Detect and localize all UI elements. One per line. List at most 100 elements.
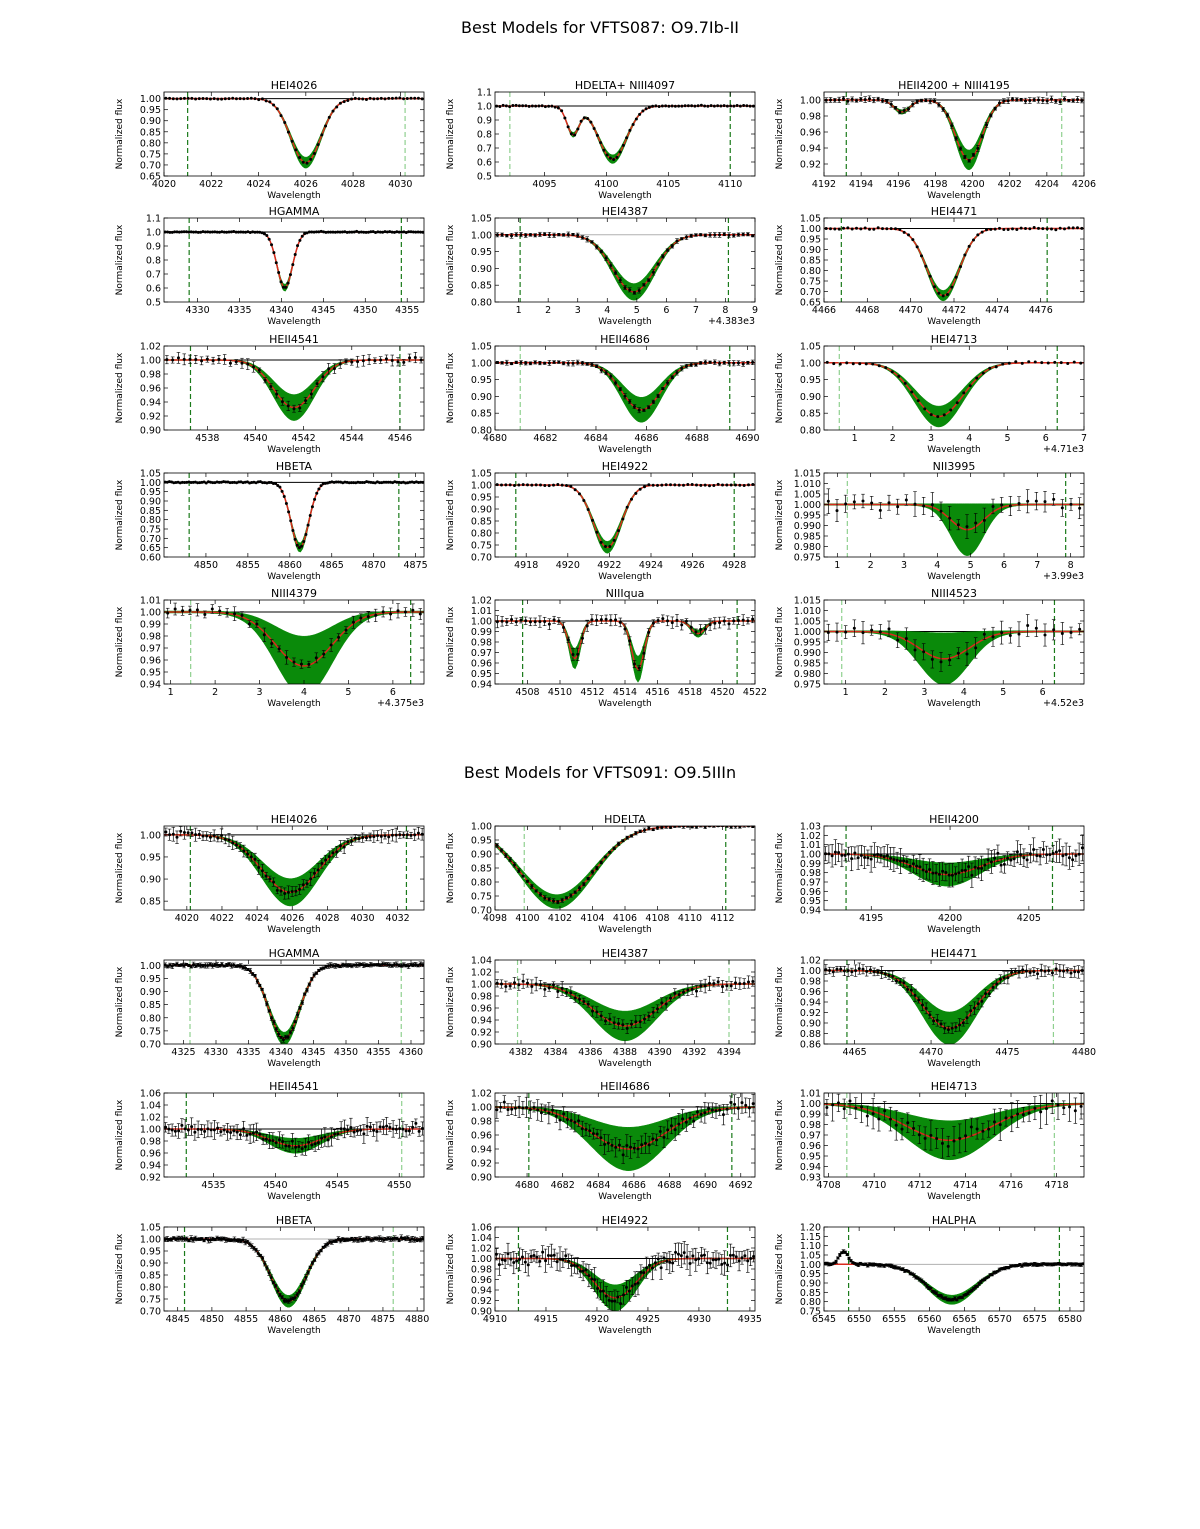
y-tick-label: 0.985 xyxy=(794,659,821,670)
data-point xyxy=(1045,853,1049,857)
data-point xyxy=(562,625,566,629)
data-point xyxy=(976,146,980,150)
data-point xyxy=(324,965,328,969)
data-point xyxy=(863,98,867,102)
y-tick-label: 0.98 xyxy=(140,370,161,381)
y-tick-label: 1.05 xyxy=(471,469,492,480)
data-point xyxy=(340,963,344,967)
data-point xyxy=(223,357,227,361)
data-point xyxy=(1009,858,1013,862)
data-point xyxy=(379,358,383,362)
x-tick-label: 2 xyxy=(890,433,896,444)
data-point xyxy=(1048,853,1052,857)
data-point xyxy=(292,407,296,411)
data-point xyxy=(1001,362,1005,366)
data-point xyxy=(734,483,737,487)
data-point xyxy=(882,855,886,859)
x-tick-label: 1 xyxy=(168,687,174,698)
y-tick-label: 0.96 xyxy=(471,659,492,670)
data-point xyxy=(612,538,616,542)
x-tick-label: 4466 xyxy=(812,305,836,316)
data-point xyxy=(302,540,306,544)
data-point xyxy=(576,127,580,131)
data-point xyxy=(569,894,573,898)
data-point xyxy=(1069,631,1073,635)
data-point xyxy=(289,519,293,523)
data-point xyxy=(573,996,577,1000)
x-tick-label: 4522 xyxy=(743,687,767,698)
data-point xyxy=(379,834,383,838)
y-tick-label: 0.85 xyxy=(140,897,161,908)
data-point xyxy=(721,483,724,487)
y-tick-label: 0.70 xyxy=(140,1040,161,1051)
data-point xyxy=(946,113,949,117)
data-point xyxy=(727,233,731,237)
data-point xyxy=(595,618,599,622)
data-point xyxy=(922,504,926,508)
data-point xyxy=(242,849,246,853)
data-point xyxy=(500,233,504,237)
data-point xyxy=(317,230,321,234)
data-point xyxy=(956,523,960,527)
data-point xyxy=(210,964,214,968)
data-point xyxy=(1013,969,1017,973)
data-point xyxy=(376,963,380,967)
data-point xyxy=(1006,99,1010,103)
data-point xyxy=(686,826,690,828)
data-point xyxy=(872,853,876,857)
data-point xyxy=(1078,506,1082,510)
data-point xyxy=(230,480,234,484)
panel-title: HEII4541 xyxy=(269,333,319,346)
data-point xyxy=(670,375,674,379)
data-point xyxy=(343,230,347,234)
data-point xyxy=(1063,227,1066,231)
data-point xyxy=(398,96,402,100)
data-point xyxy=(539,892,542,896)
data-point xyxy=(540,104,544,108)
data-point xyxy=(748,104,752,108)
data-point xyxy=(628,288,632,292)
y-tick-label: 0.97 xyxy=(471,648,492,659)
data-point xyxy=(595,245,599,249)
data-point xyxy=(1019,852,1023,856)
data-point xyxy=(830,854,834,858)
y-tick-label: 0.75 xyxy=(140,525,161,536)
data-point xyxy=(1021,968,1025,972)
data-point xyxy=(1062,969,1066,973)
x-tick-label: 4472 xyxy=(942,305,966,316)
data-point xyxy=(309,392,313,396)
data-point xyxy=(187,963,191,967)
data-point xyxy=(638,829,642,833)
panel-title: HEII4200 + NIII4195 xyxy=(898,79,1010,92)
data-point xyxy=(973,865,977,869)
data-point xyxy=(984,992,988,996)
data-point xyxy=(260,987,264,991)
data-point xyxy=(222,230,226,234)
data-point xyxy=(298,156,302,160)
y-tick-label: 1.02 xyxy=(471,596,492,607)
y-tick-label: 1.02 xyxy=(800,831,821,842)
data-point xyxy=(599,1014,603,1018)
data-point xyxy=(414,230,418,234)
data-point xyxy=(876,852,880,856)
data-point xyxy=(309,877,313,881)
data-point xyxy=(206,1127,210,1131)
data-point xyxy=(234,843,238,847)
data-point xyxy=(381,230,385,234)
data-point xyxy=(344,360,348,364)
data-point xyxy=(892,858,896,862)
data-point xyxy=(738,982,742,986)
data-point xyxy=(517,483,521,487)
data-point xyxy=(326,230,330,234)
data-point xyxy=(989,860,993,864)
data-point xyxy=(595,364,599,368)
data-point xyxy=(390,96,394,100)
data-point xyxy=(164,1125,168,1129)
data-point xyxy=(617,1022,620,1026)
data-point xyxy=(959,147,962,151)
y-tick-label: 0.90 xyxy=(800,392,821,403)
data-point xyxy=(269,385,273,389)
data-point xyxy=(198,481,202,485)
